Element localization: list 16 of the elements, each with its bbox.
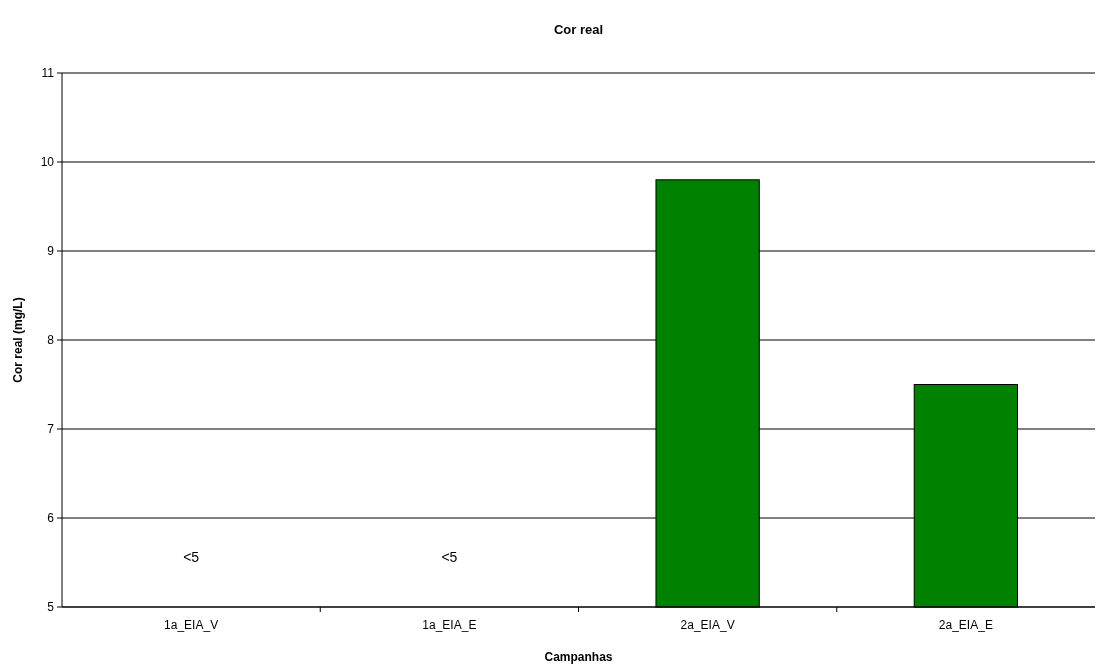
text: <5 — [183, 548, 200, 565]
y-tick-label: 8 — [47, 333, 55, 348]
x-tick-label: 1a_EIA_V — [164, 618, 219, 632]
y-tick-label: 11 — [41, 66, 55, 81]
y-tick-label: 10 — [40, 155, 55, 170]
y-tick-label: 6 — [47, 511, 55, 526]
y-tick-label: 7 — [47, 422, 55, 437]
y-tick-label: 9 — [47, 244, 55, 259]
text: <5 — [441, 548, 458, 565]
y-axis-title: Cor real (mg/L) — [11, 297, 25, 383]
x-axis-title: Campanhas — [544, 650, 613, 664]
y-tick-label: 5 — [47, 600, 55, 615]
x-tick-label: 2a_EIA_V — [680, 618, 735, 632]
chart-title: Cor real — [553, 22, 604, 37]
x-tick-label: 1a_EIA_E — [422, 618, 477, 632]
x-tick-label: 2a_EIA_E — [938, 618, 993, 632]
